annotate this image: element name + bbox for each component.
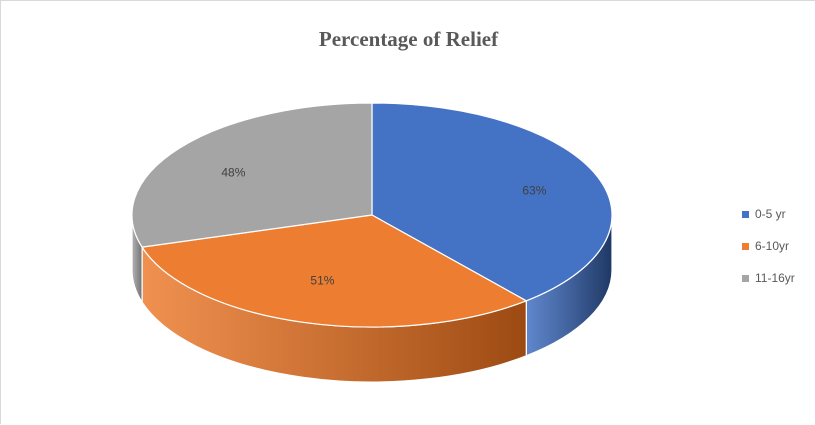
legend-label-1: 0-5 yr [755, 207, 786, 221]
legend-item-1: 0-5 yr [742, 205, 795, 223]
legend-swatch-2 [742, 242, 749, 250]
pie-slice-1 [371, 102, 613, 302]
data-label-3: 48% [221, 166, 245, 180]
data-label-2: 51% [310, 274, 334, 288]
legend: 0-5 yr 6-10yr 11-16yr [742, 205, 795, 301]
legend-item-3: 11-16yr [742, 269, 795, 287]
legend-item-2: 6-10yr [742, 237, 795, 255]
chart-title: Percentage of Relief [318, 27, 499, 51]
pie-slice-3 [131, 102, 373, 248]
legend-swatch-3 [742, 274, 749, 282]
legend-label-2: 6-10yr [755, 239, 790, 253]
legend-swatch-1 [742, 210, 749, 218]
pie-slice-2 [141, 214, 528, 328]
data-label-1: 63% [522, 183, 546, 197]
legend-label-3: 11-16yr [755, 271, 795, 285]
